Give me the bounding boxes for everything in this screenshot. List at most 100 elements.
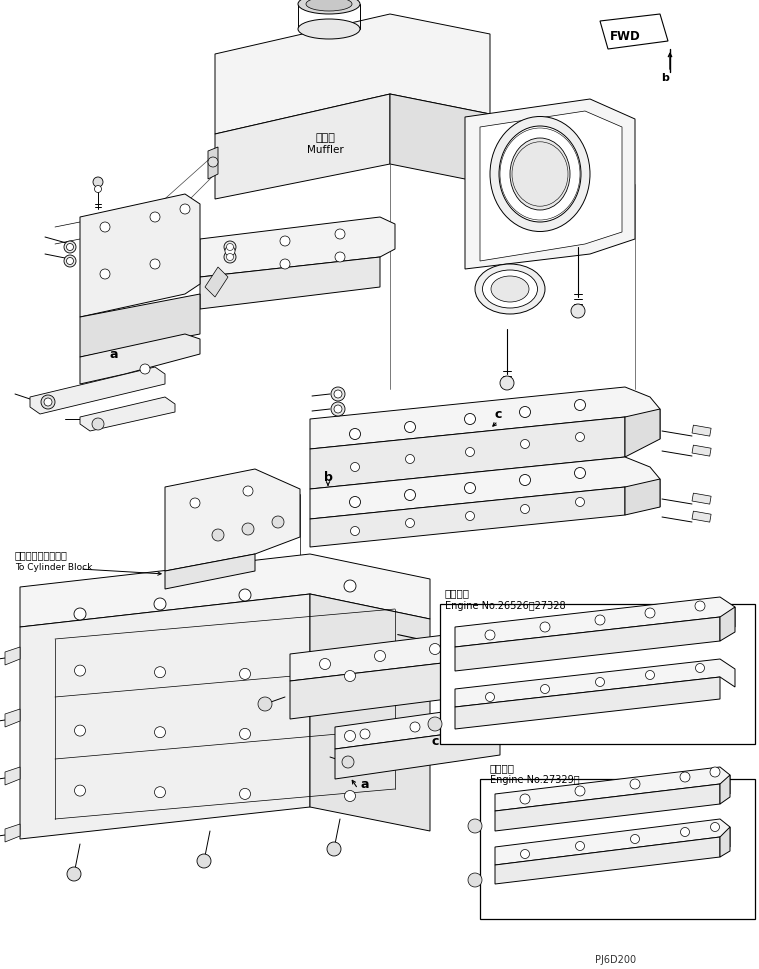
Circle shape: [520, 795, 530, 804]
Polygon shape: [720, 828, 730, 858]
Circle shape: [67, 867, 81, 881]
Circle shape: [631, 834, 640, 844]
Ellipse shape: [298, 20, 360, 40]
Polygon shape: [310, 457, 660, 519]
Circle shape: [630, 779, 640, 789]
Circle shape: [335, 230, 345, 239]
Ellipse shape: [475, 265, 545, 315]
Polygon shape: [5, 709, 20, 728]
Ellipse shape: [499, 127, 581, 223]
Circle shape: [240, 669, 250, 679]
Circle shape: [428, 717, 442, 732]
Ellipse shape: [491, 277, 529, 302]
Polygon shape: [30, 367, 165, 415]
Circle shape: [455, 714, 465, 724]
Circle shape: [519, 475, 531, 486]
Circle shape: [345, 671, 355, 682]
Text: c: c: [431, 735, 439, 748]
Circle shape: [67, 244, 74, 251]
Text: To Cylinder Block: To Cylinder Block: [15, 563, 93, 572]
Polygon shape: [80, 295, 200, 358]
Circle shape: [239, 589, 251, 602]
Text: 適用号機: 適用号機: [445, 587, 470, 597]
Circle shape: [405, 422, 415, 433]
Circle shape: [374, 651, 386, 662]
Polygon shape: [335, 728, 500, 779]
Circle shape: [197, 854, 211, 868]
Polygon shape: [335, 704, 545, 749]
Polygon shape: [208, 148, 218, 180]
Circle shape: [320, 659, 330, 670]
Bar: [692, 446, 711, 456]
Circle shape: [95, 186, 102, 193]
Polygon shape: [720, 608, 735, 641]
Circle shape: [74, 785, 86, 797]
Circle shape: [485, 631, 495, 641]
Circle shape: [540, 685, 550, 694]
Polygon shape: [5, 767, 20, 785]
Polygon shape: [310, 594, 430, 831]
Circle shape: [575, 842, 584, 851]
Circle shape: [430, 643, 440, 655]
Circle shape: [224, 252, 236, 264]
Circle shape: [695, 664, 704, 672]
Circle shape: [100, 269, 110, 280]
Circle shape: [500, 377, 514, 391]
Circle shape: [155, 727, 165, 738]
Text: 適用号機: 適用号機: [490, 763, 515, 772]
Circle shape: [331, 388, 345, 401]
Polygon shape: [455, 677, 720, 730]
Circle shape: [521, 505, 530, 514]
Polygon shape: [20, 554, 430, 627]
Ellipse shape: [510, 139, 570, 211]
Polygon shape: [480, 111, 622, 262]
Polygon shape: [165, 554, 255, 589]
Circle shape: [486, 693, 495, 702]
Polygon shape: [495, 767, 730, 811]
Circle shape: [150, 213, 160, 223]
Polygon shape: [455, 659, 735, 707]
Polygon shape: [80, 334, 200, 385]
Circle shape: [571, 304, 585, 319]
Bar: [692, 512, 711, 522]
Text: FWD: FWD: [609, 30, 641, 44]
Circle shape: [331, 402, 345, 417]
Text: c: c: [494, 408, 502, 422]
Polygon shape: [200, 258, 380, 310]
Polygon shape: [200, 218, 395, 278]
Polygon shape: [80, 195, 200, 318]
Circle shape: [242, 523, 254, 536]
Circle shape: [645, 609, 655, 618]
Circle shape: [272, 516, 284, 528]
Circle shape: [155, 667, 165, 678]
Text: b: b: [323, 471, 332, 484]
Circle shape: [240, 789, 250, 799]
Circle shape: [410, 722, 420, 733]
Circle shape: [243, 486, 253, 496]
Polygon shape: [495, 837, 720, 884]
Circle shape: [465, 414, 475, 425]
Text: Engine No.26526～27328: Engine No.26526～27328: [445, 601, 565, 610]
Circle shape: [710, 767, 720, 777]
Ellipse shape: [483, 270, 537, 309]
Circle shape: [586, 672, 598, 683]
Circle shape: [465, 448, 474, 457]
Circle shape: [360, 730, 370, 739]
Bar: [692, 493, 711, 505]
Circle shape: [64, 256, 76, 267]
Circle shape: [575, 498, 584, 507]
Circle shape: [342, 756, 354, 768]
Circle shape: [226, 244, 234, 251]
Circle shape: [596, 677, 604, 687]
Polygon shape: [600, 15, 668, 50]
Polygon shape: [495, 819, 730, 865]
Polygon shape: [495, 784, 720, 831]
Circle shape: [280, 236, 290, 247]
Circle shape: [92, 419, 104, 430]
Circle shape: [155, 787, 165, 797]
Ellipse shape: [306, 0, 352, 12]
Circle shape: [226, 254, 234, 262]
Circle shape: [344, 580, 356, 592]
Text: Engine No.27329～: Engine No.27329～: [490, 774, 580, 784]
Circle shape: [575, 786, 585, 797]
